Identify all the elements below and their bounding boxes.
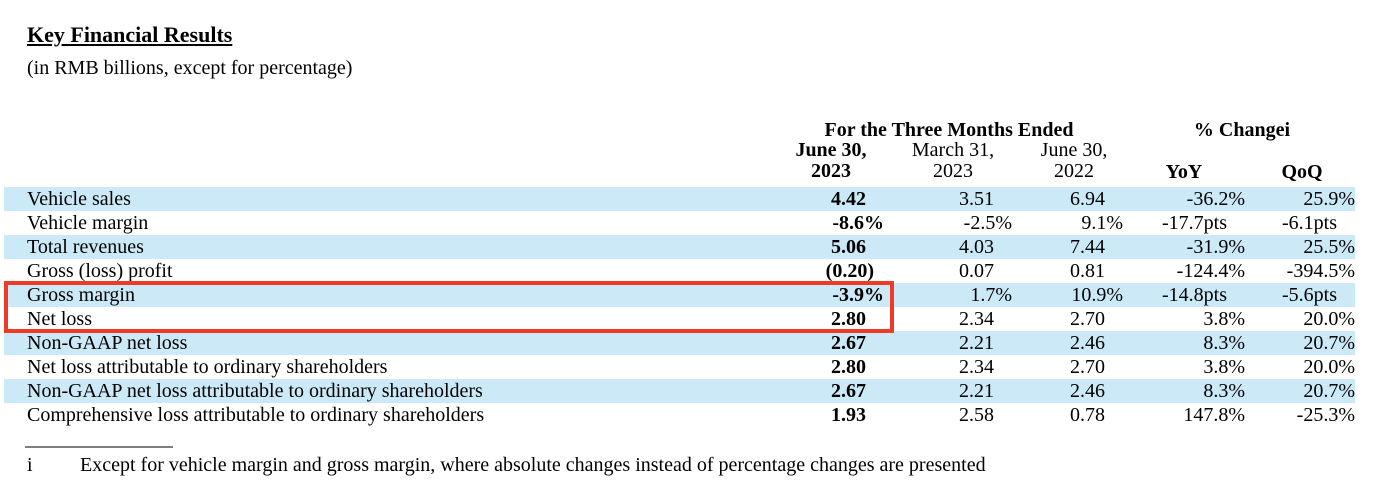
cell-value: 2.46 xyxy=(1070,380,1105,402)
table-row: Vehicle sales 4.42 3.51 6.94 -36.2% 25.9% xyxy=(4,187,1355,211)
row-label: Gross (loss) profit xyxy=(27,260,173,282)
cell-value: 20.7% xyxy=(1303,380,1355,402)
cell-value: 2.67 xyxy=(831,332,866,354)
cell-value: 2.67 xyxy=(831,380,866,402)
table-row: Net loss attributable to ordinary shareh… xyxy=(4,355,1355,379)
table-row: Vehicle margin -8.6% -2.5% 9.1% -17.7pts -6.1… xyxy=(4,211,1355,235)
cell-value: 2.46 xyxy=(1070,332,1105,354)
cell-value: 0.07 xyxy=(959,260,994,282)
column-header-line1: March 31, xyxy=(911,139,995,161)
cell-value: 6.94 xyxy=(1070,188,1105,210)
cell-value: 2.34 xyxy=(959,356,994,378)
cell-value: 0.81 xyxy=(1070,260,1105,282)
cell-value: 8.3% xyxy=(1203,332,1245,354)
page-title: Key Financial Results xyxy=(27,22,233,47)
pct-change-label: % Change xyxy=(1193,119,1285,141)
cell-value: 8.3% xyxy=(1203,380,1245,402)
cell-value: 20.7% xyxy=(1303,332,1355,354)
cell-value: 2.21 xyxy=(959,380,994,402)
cell-value: 2.70 xyxy=(1070,356,1105,378)
column-header-jun-30-2023: June 30, 2023 xyxy=(795,140,866,182)
row-label: Non-GAAP net loss xyxy=(27,332,188,354)
cell-value: 2.34 xyxy=(959,308,994,330)
row-label: Total revenues xyxy=(27,236,144,258)
cell-value: -14.8pts xyxy=(1162,284,1227,306)
cell-value: -6.1pts xyxy=(1282,212,1337,234)
row-label: Net loss attributable to ordinary shareh… xyxy=(27,356,388,378)
cell-value: 2.80 xyxy=(831,356,866,378)
cell-value: -25.3% xyxy=(1296,404,1355,426)
cell-value: 25.9% xyxy=(1303,188,1355,210)
table-row: Gross margin -3.9% 1.7% 10.9% -14.8pts -5.6pt… xyxy=(4,283,1355,307)
column-header-line2: 2022 xyxy=(1053,160,1094,182)
cell-value: 7.44 xyxy=(1070,236,1105,258)
cell-value: 2.70 xyxy=(1070,308,1105,330)
footnote: i Except for vehicle margin and gross mar… xyxy=(27,454,986,477)
table-row: Non-GAAP net loss 2.67 2.21 2.46 8.3% 20.7% xyxy=(4,331,1355,355)
footnote-divider xyxy=(25,446,173,448)
footnote-marker: i xyxy=(27,454,33,476)
row-label: Net loss xyxy=(27,308,92,330)
footnote-marker-ref: i xyxy=(1284,119,1291,141)
cell-value: -36.2% xyxy=(1186,188,1245,210)
column-header-qoq: QoQ xyxy=(1281,161,1323,183)
cell-value: (0.20) xyxy=(825,260,874,282)
table-row: Non-GAAP net loss attributable to ordina… xyxy=(4,379,1355,403)
cell-value: 147.8% xyxy=(1183,404,1245,426)
table-row: Net loss 2.80 2.34 2.70 3.8% 20.0% xyxy=(4,307,1355,331)
cell-value: 2.80 xyxy=(831,308,866,330)
cell-value: 2.21 xyxy=(959,332,994,354)
column-header-mar-31-2023: March 31, 2023 xyxy=(912,140,994,182)
cell-value: -5.6pts xyxy=(1282,284,1337,306)
cell-value: -31.9% xyxy=(1186,236,1245,258)
row-label: Gross margin xyxy=(27,284,135,306)
row-label: Comprehensive loss attributable to ordin… xyxy=(27,404,485,426)
table-row: Total revenues 5.06 4.03 7.44 -31.9% 25.5% xyxy=(4,235,1355,259)
cell-value: -8.6% xyxy=(832,212,884,234)
column-header-jun-30-2022: June 30, 2022 xyxy=(1041,140,1108,182)
header-pct-change: % Changei xyxy=(1194,119,1290,142)
row-label: Vehicle sales xyxy=(27,188,131,210)
table-row: Comprehensive loss attributable to ordin… xyxy=(4,403,1355,427)
row-label: Non-GAAP net loss attributable to ordina… xyxy=(27,380,483,402)
cell-value: 25.5% xyxy=(1303,236,1355,258)
cell-value: -124.4% xyxy=(1176,260,1245,282)
cell-value: 3.8% xyxy=(1203,308,1245,330)
column-header-line2: 2023 xyxy=(811,160,851,182)
cell-value: 2.58 xyxy=(959,404,994,426)
cell-value: 20.0% xyxy=(1303,356,1355,378)
column-header-line1: June 30, xyxy=(795,139,867,161)
header-months-ended: For the Three Months Ended xyxy=(824,119,1074,141)
table-rows: Vehicle sales 4.42 3.51 6.94 -36.2% 25.9% Vehi… xyxy=(4,187,1362,427)
footnote-text: Except for vehicle margin and gross marg… xyxy=(80,454,986,476)
units-note: (in RMB billions, except for percentage) xyxy=(27,57,353,79)
cell-value: -2.5% xyxy=(963,212,1012,234)
column-header-line2: 2023 xyxy=(932,160,973,182)
cell-value: 1.7% xyxy=(970,284,1012,306)
cell-value: 4.03 xyxy=(959,236,994,258)
cell-value: -17.7pts xyxy=(1162,212,1227,234)
cell-value: 4.42 xyxy=(831,188,866,210)
row-label: Vehicle margin xyxy=(27,212,149,234)
cell-value: 3.51 xyxy=(959,188,994,210)
cell-value: 9.1% xyxy=(1081,212,1123,234)
cell-value: 3.8% xyxy=(1203,356,1245,378)
cell-value: 1.93 xyxy=(831,404,866,426)
column-header-yoy: YoY xyxy=(1165,161,1203,183)
cell-value: -3.9% xyxy=(832,284,884,306)
cell-value: 5.06 xyxy=(831,236,866,258)
cell-value: 10.9% xyxy=(1071,284,1123,306)
column-header-line1: June 30, xyxy=(1040,139,1108,161)
cell-value: -394.5% xyxy=(1286,260,1355,282)
cell-value: 20.0% xyxy=(1303,308,1355,330)
cell-value: 0.78 xyxy=(1070,404,1105,426)
table-row: Gross (loss) profit (0.20) 0.07 0.81 -124.4%… xyxy=(4,259,1355,283)
